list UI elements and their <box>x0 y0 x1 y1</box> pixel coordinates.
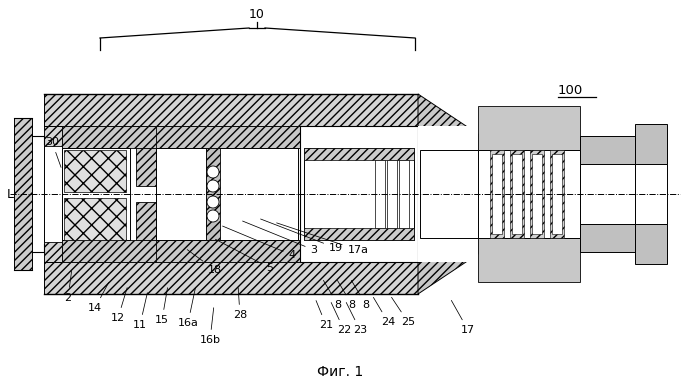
Bar <box>44 126 62 262</box>
Bar <box>206 148 220 240</box>
Bar <box>304 148 414 160</box>
Bar <box>490 150 504 238</box>
Text: 18: 18 <box>187 249 222 275</box>
Bar <box>304 148 414 240</box>
Text: 3: 3 <box>243 221 318 255</box>
Bar <box>156 148 206 240</box>
Bar <box>156 126 300 148</box>
Text: 21: 21 <box>316 301 333 330</box>
Bar <box>580 224 635 252</box>
Bar <box>208 148 298 240</box>
Polygon shape <box>418 238 478 294</box>
Text: 8: 8 <box>337 281 356 310</box>
Text: 2: 2 <box>64 271 71 303</box>
Circle shape <box>207 210 219 222</box>
Bar <box>478 106 580 150</box>
Bar <box>32 136 44 252</box>
Text: 11: 11 <box>133 293 148 330</box>
Bar <box>300 126 418 262</box>
Text: 28: 28 <box>233 288 247 320</box>
Bar <box>62 126 220 148</box>
Text: 8: 8 <box>351 281 370 310</box>
Text: 15: 15 <box>155 288 169 325</box>
Bar <box>492 154 502 234</box>
Bar <box>156 240 300 262</box>
Text: 12: 12 <box>111 288 127 323</box>
Circle shape <box>207 196 219 208</box>
Bar <box>399 160 409 228</box>
Bar <box>62 148 130 240</box>
Bar <box>64 198 126 240</box>
Bar <box>64 150 126 192</box>
Text: 16a: 16a <box>178 288 198 328</box>
Bar <box>304 228 414 240</box>
Bar <box>532 154 542 234</box>
Text: 19: 19 <box>260 219 343 253</box>
Bar <box>14 118 32 270</box>
Bar <box>530 150 544 238</box>
Bar <box>478 238 580 282</box>
Circle shape <box>207 180 219 192</box>
Bar <box>387 160 397 228</box>
Bar <box>44 126 62 146</box>
Bar <box>478 150 580 238</box>
Bar <box>635 124 667 164</box>
Text: 5: 5 <box>216 239 274 273</box>
Bar <box>136 202 156 240</box>
Text: 17a: 17a <box>276 223 368 255</box>
Text: 10: 10 <box>249 7 265 21</box>
Bar <box>420 150 478 238</box>
Text: Фиг. 1: Фиг. 1 <box>317 365 363 379</box>
Polygon shape <box>418 94 478 150</box>
Bar <box>635 224 667 264</box>
Text: 4: 4 <box>223 226 295 260</box>
Bar <box>580 136 635 164</box>
Text: 30: 30 <box>45 137 61 167</box>
Bar <box>136 148 156 186</box>
Circle shape <box>207 166 219 178</box>
Text: 16b: 16b <box>199 308 220 345</box>
Text: 22: 22 <box>331 303 351 335</box>
Text: 8: 8 <box>323 281 342 310</box>
Text: 100: 100 <box>557 83 582 97</box>
Text: 24: 24 <box>373 297 395 327</box>
Bar <box>510 150 524 238</box>
Bar <box>44 242 62 262</box>
Bar <box>44 94 418 126</box>
Text: 25: 25 <box>391 297 415 327</box>
Bar <box>62 240 220 262</box>
Bar <box>375 160 385 228</box>
Bar <box>635 164 667 224</box>
Bar <box>418 126 478 262</box>
Text: L: L <box>6 187 13 201</box>
Bar <box>580 164 635 224</box>
Bar <box>552 154 562 234</box>
Bar <box>512 154 522 234</box>
Text: 17: 17 <box>452 300 475 335</box>
Bar <box>44 262 418 294</box>
Bar <box>550 150 564 238</box>
Text: 14: 14 <box>88 282 108 313</box>
Text: 23: 23 <box>346 303 367 335</box>
